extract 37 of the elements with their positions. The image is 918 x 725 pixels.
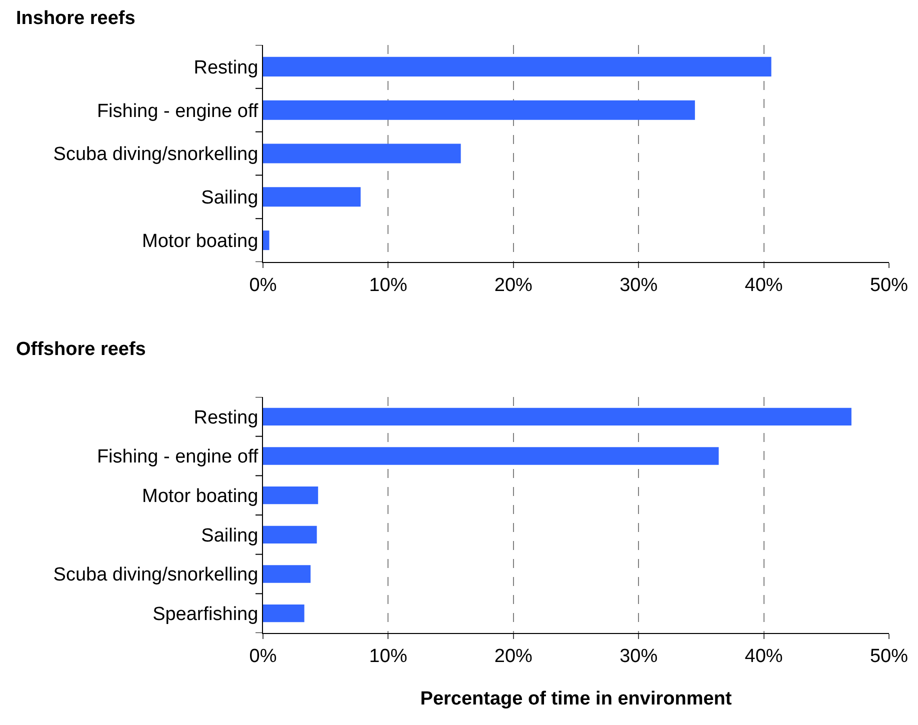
x-tick-label: 0% <box>249 274 277 296</box>
bar <box>263 447 719 465</box>
bar <box>263 56 772 76</box>
bar <box>263 230 270 250</box>
x-tick-label: 40% <box>744 646 783 667</box>
y-tick-label: Sailing <box>201 188 258 209</box>
y-tick-label: Sailing <box>201 525 258 546</box>
y-tick-label: Spearfishing <box>152 604 258 625</box>
x-tick-label: 10% <box>369 646 408 667</box>
x-tick-label: 40% <box>744 274 783 296</box>
y-tick-label: Resting <box>194 407 258 428</box>
x-tick-label: 30% <box>620 646 658 667</box>
x-tick-label: 30% <box>620 274 658 296</box>
y-tick-label: Scuba diving/snorkelling <box>53 144 258 166</box>
x-tick-label: 20% <box>494 274 533 296</box>
x-tick-label: 50% <box>870 274 908 296</box>
y-tick-label: Resting <box>194 57 258 78</box>
bar <box>263 526 317 544</box>
bar <box>263 565 311 583</box>
x-axis-title: Percentage of time in environment <box>420 688 732 710</box>
x-tick-label: 0% <box>249 646 277 667</box>
x-tick-label: 50% <box>870 646 908 667</box>
bar <box>263 100 695 120</box>
bar <box>263 187 361 207</box>
bar <box>263 486 318 504</box>
y-tick-label: Fishing - engine off <box>96 100 259 122</box>
bar <box>263 408 852 426</box>
y-tick-label: Motor boating <box>142 230 258 252</box>
bar <box>263 604 304 622</box>
text: Offshore reefs <box>16 339 146 360</box>
bar <box>263 144 461 164</box>
y-tick-label: Fishing - engine off <box>96 446 259 468</box>
y-tick-label: Scuba diving/snorkelling <box>53 564 258 586</box>
text: Inshore reefs <box>16 8 136 29</box>
y-tick-label: Motor boating <box>142 486 258 507</box>
x-tick-label: 10% <box>369 274 408 296</box>
x-tick-label: 20% <box>494 646 533 667</box>
